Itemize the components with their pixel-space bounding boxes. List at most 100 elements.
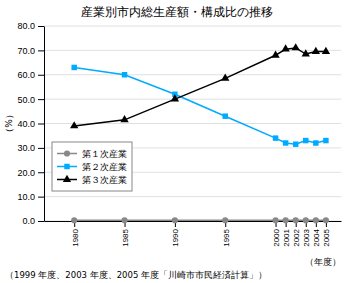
grid-line: [44, 99, 341, 100]
series-marker: [121, 217, 127, 223]
series-marker: [302, 49, 310, 56]
y-tick-label: 70.0: [17, 46, 35, 56]
legend-marker: [64, 150, 70, 156]
y-tick-mark: [38, 75, 44, 76]
y-tick-label: 20.0: [17, 168, 35, 178]
y-tick: 40.0: [17, 119, 44, 129]
series-line: [74, 67, 326, 144]
series-marker: [222, 217, 228, 223]
y-tick: 60.0: [17, 70, 44, 80]
x-tick: 1990: [171, 221, 180, 247]
series-marker: [221, 74, 229, 81]
series-marker: [313, 217, 319, 223]
x-tick-label: 2004: [312, 228, 321, 246]
series-marker: [281, 44, 289, 51]
y-tick-mark: [38, 50, 44, 51]
series-marker: [120, 115, 128, 122]
marks: [70, 43, 330, 223]
x-tick: 1980: [71, 221, 80, 247]
y-tick: 20.0: [17, 168, 44, 178]
y-tick: 0.0: [22, 216, 44, 226]
series: [70, 43, 330, 128]
y-tick-label: 60.0: [17, 70, 35, 80]
series-marker: [171, 94, 179, 101]
x-tick: 2001: [282, 221, 291, 247]
x-tick-label: 2001: [282, 228, 291, 246]
series-marker: [272, 217, 278, 223]
series-marker: [273, 135, 278, 140]
series-marker: [271, 50, 279, 57]
grid-line: [44, 26, 341, 27]
x-tick-label: 1995: [222, 228, 231, 246]
series-line: [74, 48, 326, 126]
series-marker: [71, 217, 77, 223]
legend-label: 第２次産業: [82, 162, 127, 172]
legend-item: 第３次産業: [57, 175, 127, 185]
x-tick-label: 1985: [121, 228, 130, 246]
series-marker: [172, 217, 178, 223]
y-axis: 0.0 10.0 20.0 30.0 40.0 50.0 60.0 70.0 80.0: [17, 21, 44, 226]
y-axis-line: [44, 27, 45, 222]
series-marker: [313, 140, 318, 145]
y-tick: 10.0: [17, 192, 44, 202]
series-marker: [303, 138, 308, 143]
legend-item: 第２次産業: [57, 162, 127, 172]
y-tick-mark: [38, 26, 44, 27]
y-tick-label: 50.0: [17, 95, 35, 105]
x-tick-label: 1980: [71, 228, 80, 246]
series-marker: [312, 47, 320, 54]
series: [71, 217, 329, 223]
x-tick: 2003: [302, 221, 311, 247]
chart: 産業別市内総生産額・構成比の推移 0.0 10.0 20.0 30.0 40.0 50.0 6…: [0, 0, 353, 283]
legend: 第１次産業第２次産業第３次産業: [52, 142, 132, 191]
y-tick-mark: [38, 221, 44, 222]
series-marker: [222, 113, 227, 118]
legend-label: 第３次産業: [82, 175, 127, 185]
legend-box: [52, 142, 132, 191]
x-tick: 2000: [272, 221, 281, 247]
legend-marker: [64, 164, 69, 169]
series-marker: [293, 217, 299, 223]
series-marker: [293, 141, 298, 146]
x-tick-label: 2002: [292, 228, 301, 246]
series-marker: [70, 121, 78, 128]
x-tick: 1995: [222, 221, 231, 247]
x-tick-label: 2000: [272, 228, 281, 246]
grid: [44, 26, 341, 221]
y-tick-mark: [38, 172, 44, 173]
x-tick: 2004: [312, 221, 321, 247]
y-tick-mark: [38, 148, 44, 149]
x-axis-title: （年度）: [305, 257, 341, 267]
y-tick: 80.0: [17, 21, 44, 31]
series-marker: [283, 217, 289, 223]
series: [71, 65, 328, 147]
x-tick-label: 2005: [322, 228, 331, 246]
y-axis-title: （%）: [4, 110, 14, 137]
x-tick: 1985: [121, 221, 130, 247]
y-tick: 50.0: [17, 95, 44, 105]
legend-item: 第１次産業: [57, 149, 127, 159]
x-tick: 2005: [322, 221, 331, 247]
x-axis: 1980 1985 1990 1995 200020012002200320042005: [45, 221, 342, 247]
y-tick-mark: [38, 124, 44, 125]
x-tick-label: 2003: [302, 228, 311, 246]
series-marker: [122, 72, 127, 77]
x-tick: 2002: [292, 221, 301, 247]
title: 産業別市内総生産額・構成比の推移: [81, 5, 273, 19]
y-tick-label: 10.0: [17, 192, 35, 202]
series-marker: [71, 65, 76, 70]
plot: 0.010.020.030.040.050.060.070.080.019801…: [17, 21, 341, 246]
series-marker: [323, 217, 329, 223]
y-tick: 70.0: [17, 46, 44, 56]
series-marker: [322, 47, 330, 54]
grid-line: [44, 196, 341, 197]
legend-label: 第１次産業: [82, 149, 127, 159]
series-marker: [283, 140, 288, 145]
y-tick-label: 30.0: [17, 143, 35, 153]
series-marker: [323, 138, 328, 143]
y-tick-label: 0.0: [22, 216, 35, 226]
y-tick-mark: [38, 197, 44, 198]
series-marker: [303, 217, 309, 223]
footnote: （1999 年度、2003 年度、2005 年度「川崎市市民経済計算」）: [5, 270, 267, 280]
y-tick-label: 80.0: [17, 21, 35, 31]
